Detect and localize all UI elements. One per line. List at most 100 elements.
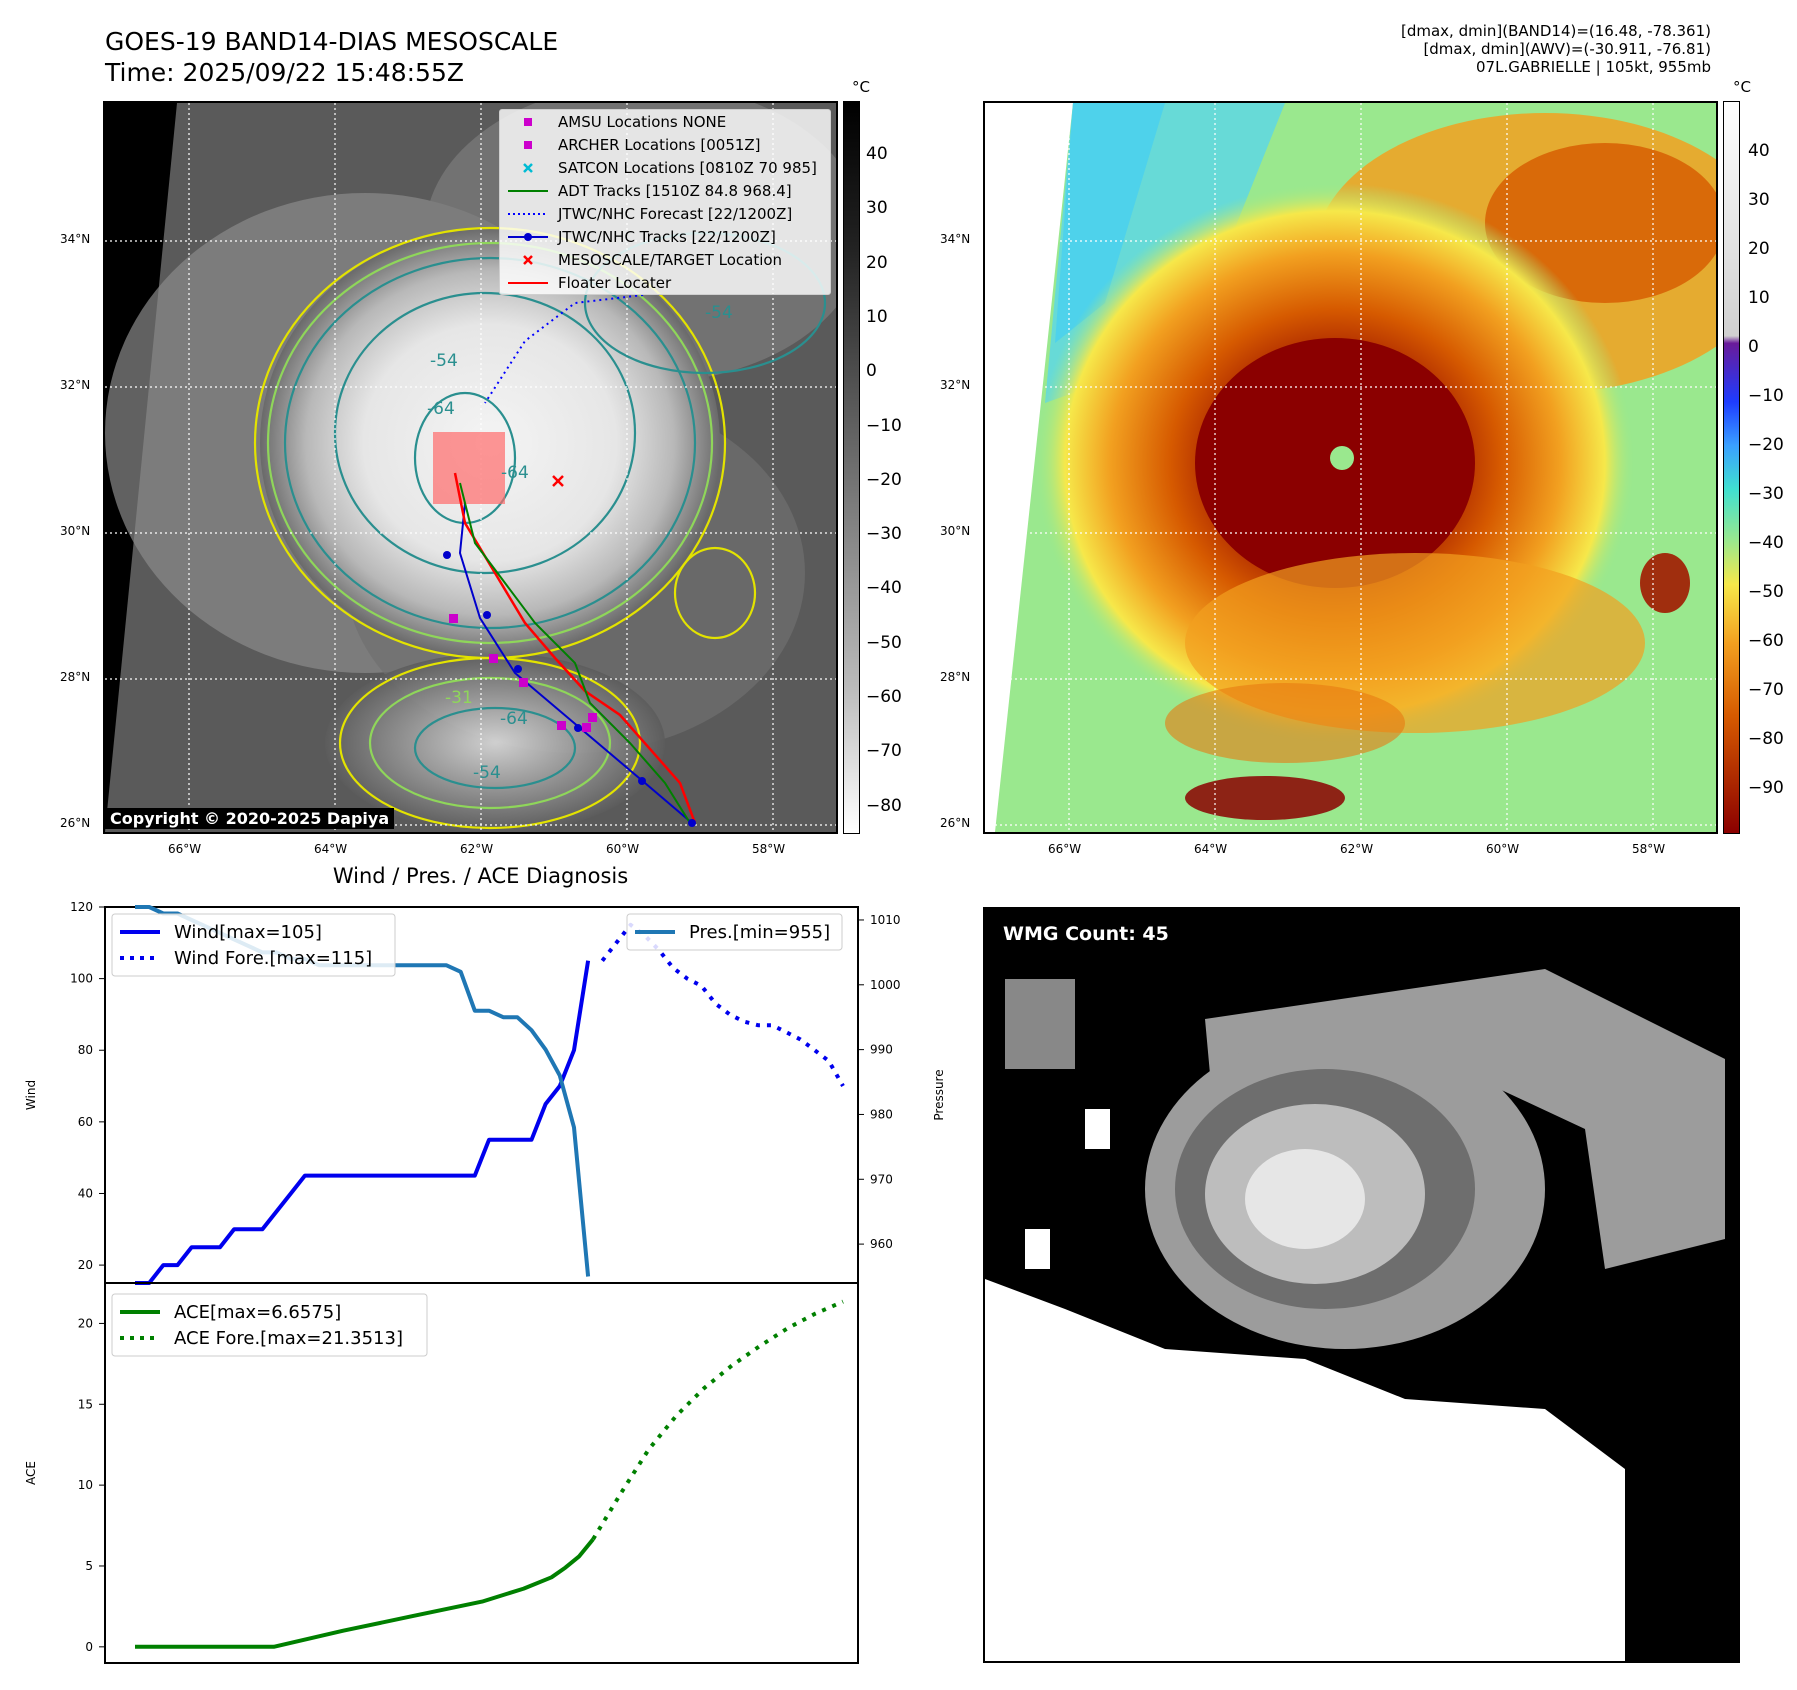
stats-line-1: [dmax, dmin](BAND14)=(16.48, -78.361) [1400,22,1711,40]
y-right-tick-label: 990 [870,1043,893,1057]
colorbar-tick-label: −50 [1748,582,1784,602]
contour-label: -31 [445,688,473,708]
stats-text: [dmax, dmin](BAND14)=(16.48, -78.361) [d… [1401,22,1711,76]
y-tick-label: 20 [78,1316,93,1330]
colorbar-tick-label: −60 [1748,631,1784,651]
colorbar-unit: °C [1733,78,1751,96]
ir-map-panel: AMSU Locations NONE ARCHER Locations [00… [103,101,838,834]
contour-label: -64 [500,709,528,729]
lon-label: 64°W [314,842,348,856]
lon-label: 66°W [1048,842,1082,856]
copyright-label: Copyright © 2020-2025 Dapiya [105,808,395,829]
wind-pressure-chart: 20 40 60 80 100 120 960 970 980 990 1000 1010 Pressu… [24,900,946,1285]
y-tick-label: 120 [70,900,93,914]
legend-label: Wind[max=105] [174,922,322,943]
chart-title: GOES-19 BAND14-DIAS MESOSCALE Time: 2025… [105,26,558,88]
y-right-tick-label: 960 [870,1237,893,1251]
lat-label: 30°N [60,524,91,538]
series-line [135,1537,595,1649]
lon-label: 62°W [1340,842,1374,856]
colorbar-tick-label: 10 [866,306,888,327]
y-axis-right-label: Pressure [932,1069,946,1120]
contour-label: -54 [473,763,501,783]
legend-label: Wind Fore.[max=115] [174,948,372,969]
colorbar-tick-label: −80 [1748,729,1784,749]
lon-label: 60°W [1486,842,1520,856]
colorbar-tick-label: 20 [866,252,888,273]
lon-label: 66°W [168,842,202,856]
lon-label: 64°W [1194,842,1228,856]
colorbar-tick-label: 10 [1748,288,1770,308]
contour-label: -54 [705,303,733,323]
lat-label: 28°N [940,670,971,684]
colorbar-tick-label: 40 [1748,141,1770,161]
colorbar-tick-label: 0 [1748,337,1759,357]
colorbar-tick-label: −80 [866,795,902,816]
contour-label: -54 [430,351,458,371]
y-tick-label: 10 [78,1478,93,1492]
colorbar-tick-label: −90 [1748,778,1784,798]
lat-label: 32°N [940,378,971,392]
series-line [135,960,591,1285]
lat-label: 34°N [60,232,91,246]
track-legend: AMSU Locations NONE ARCHER Locations [00… [499,109,831,295]
y-right-tick-label: 1010 [870,913,901,927]
y-axis-label: Wind [24,1080,38,1110]
legend-item-target: MESOSCALE/TARGET Location [500,248,830,271]
title-line-1: GOES-19 BAND14-DIAS MESOSCALE [105,27,559,56]
lat-label: 34°N [940,232,971,246]
contour-label: -64 [501,463,529,483]
lon-label: 60°W [606,842,640,856]
chart-legend [626,913,843,951]
stats-line-2: [dmax, dmin](AWV)=(-30.911, -76.81) [1423,40,1711,58]
colorbar-tick-label: −70 [1748,680,1784,700]
legend-label: Pres.[min=955] [689,922,830,943]
lon-label: 58°W [1632,842,1666,856]
wmg-image [985,909,1738,1661]
y-right-tick-label: 970 [870,1172,893,1186]
colorbar-tick-label: −20 [1748,435,1784,455]
y-right-tick-label: 980 [870,1107,893,1121]
legend-item-archer: ARCHER Locations [0051Z] [500,133,830,156]
lon-label: 62°W [460,842,494,856]
colorbar-tick-label: 0 [866,361,877,382]
colorbar-tick-label: 30 [1748,190,1770,210]
gray-colorbar [843,101,860,834]
legend-label: ACE Fore.[max=21.3513] [174,1328,403,1349]
y-axis-label: ACE [24,1461,38,1485]
ace-chart: 0 5 10 15 20 ACE ACE[max=6.6575] ACE Fore.[max=… [24,1282,859,1664]
chart-legend [111,1293,428,1357]
title-line-2: Time: 2025/09/22 15:48:55Z [105,58,464,87]
colorbar-tick-label: −70 [866,741,902,762]
awv-map-panel [983,101,1718,834]
lon-label: 58°W [752,842,786,856]
series-line [591,1299,844,1541]
colorbar-tick-label: −30 [866,524,902,545]
legend-item-amsu: AMSU Locations NONE [500,110,830,133]
legend-item-floater: Floater Locater [508,273,672,292]
colorbar-tick-label: −10 [866,415,902,436]
lat-label: 30°N [940,524,971,538]
lat-label: 28°N [60,670,91,684]
legend-item-adt: ADT Tracks [1510Z 84.8 968.4] [508,181,792,200]
y-tick-label: 80 [78,1043,93,1057]
colorbar-tick-label: −50 [866,632,902,653]
colorbar-tick-label: 40 [866,144,888,164]
y-right-tick-label: 1000 [870,978,901,992]
diagnosis-title: Wind / Pres. / ACE Diagnosis [332,864,629,888]
colorbar-tick-label: −40 [866,578,902,599]
legend-item-satcon: SATCON Locations [0810Z 70 985] [500,156,830,179]
legend-item-forecast: JTWC/NHC Forecast [22/1200Z] [508,204,793,223]
y-tick-label: 5 [85,1559,93,1573]
colorbar-tick-label: 20 [1748,239,1770,259]
y-tick-label: 60 [78,1115,93,1129]
contour-label: -64 [427,399,455,419]
stats-line-3: 07L.GABRIELLE | 105kt, 955mb [1476,58,1711,76]
awv-map-image [985,103,1716,832]
colorbar-tick-label: −60 [866,687,902,707]
y-tick-label: 100 [70,972,93,986]
colorbar-tick-label: −10 [1748,386,1784,406]
lat-label: 26°N [940,816,971,830]
colorbar-unit: °C [852,78,870,96]
chart-legend [111,913,396,977]
